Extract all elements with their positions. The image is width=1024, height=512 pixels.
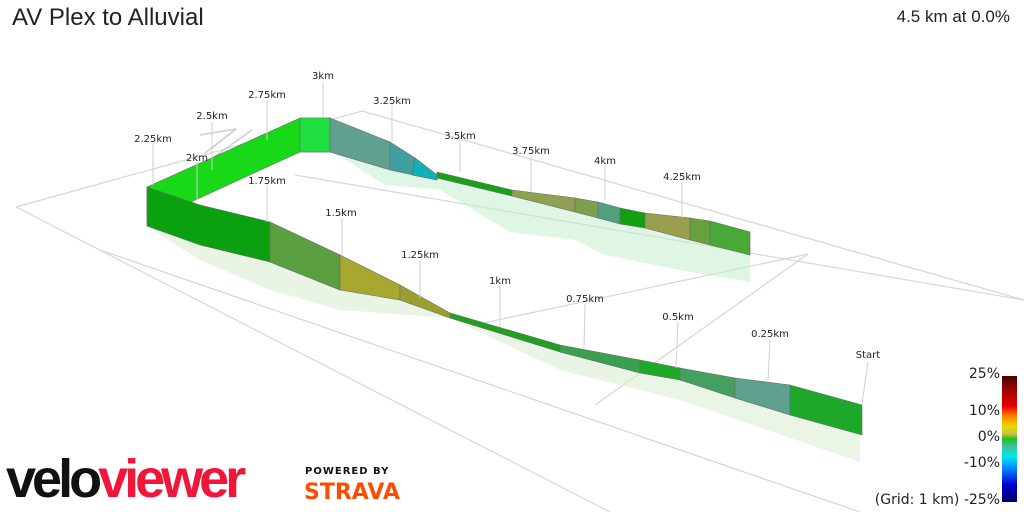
marker-2-75km: 2.75km xyxy=(248,90,286,101)
marker-3-75km: 3.75km xyxy=(512,146,550,157)
marker-1-25km: 1.25km xyxy=(401,250,439,261)
marker-2km: 2km xyxy=(186,153,208,164)
marker-0-5km: 0.5km xyxy=(662,312,693,323)
distance-markers xyxy=(152,82,869,405)
elevation-wall-back xyxy=(146,117,751,256)
marker-4-25km: 4.25km xyxy=(663,172,701,183)
marker-start: Start xyxy=(856,350,881,361)
marker-1km: 1km xyxy=(489,276,511,287)
legend-label-10: 10% xyxy=(968,403,1000,419)
powered-by-text: POWERED BY xyxy=(305,466,390,477)
strava-logo[interactable]: STRAVA xyxy=(304,480,400,505)
distance-marker-labels: Start 0.25km 0.5km 0.75km 1km 1.25km 1.5… xyxy=(134,71,880,361)
legend-label-0: 0% xyxy=(977,429,1000,445)
marker-4km: 4km xyxy=(594,156,616,167)
grid-note: (Grid: 1 km) xyxy=(874,492,960,508)
marker-3km: 3km xyxy=(312,71,334,82)
elevation-shadow xyxy=(147,118,860,462)
route-title: AV Plex to Alluvial xyxy=(12,4,204,31)
marker-3-5km: 3.5km xyxy=(444,131,475,142)
marker-3-25km: 3.25km xyxy=(373,96,411,107)
legend-label-minus-25: (Grid: 1 km) -25% xyxy=(874,492,1000,508)
gradient-color-scale xyxy=(1002,376,1017,502)
gradient-legend: 25% 10% 0% -10% (Grid: 1 km) -25% xyxy=(875,366,1024,512)
route-summary: 4.5 km at 0.0% xyxy=(896,7,1010,26)
marker-2-25km: 2.25km xyxy=(134,134,172,145)
legend-label-25: 25% xyxy=(968,366,1000,382)
marker-0-75km: 0.75km xyxy=(566,294,604,305)
marker-1-75km: 1.75km xyxy=(248,176,286,187)
elevation-wall-front xyxy=(146,186,863,436)
marker-2-5km: 2.5km xyxy=(196,111,227,122)
marker-1-5km: 1.5km xyxy=(325,208,356,219)
marker-0-25km: 0.25km xyxy=(751,329,789,340)
veloviewer-logo[interactable]: veloviewer xyxy=(6,449,246,509)
legend-label-minus-10: -10% xyxy=(963,455,1000,471)
